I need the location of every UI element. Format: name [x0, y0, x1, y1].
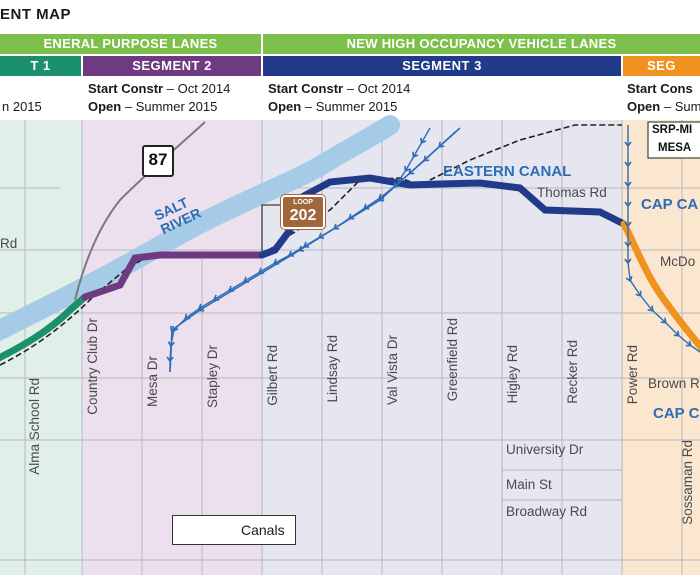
road-label-alma-school: Alma School Rd	[27, 378, 42, 475]
road-label-mcdowell: McDo	[660, 254, 696, 269]
road-label-broadway: Broadway Rd	[506, 504, 588, 519]
road-label-stapley: Stapley Dr	[205, 345, 220, 409]
segment-4-open-value: – Sum	[660, 99, 700, 114]
segment-2-open-label: Open	[88, 99, 122, 114]
cap-canal-label-top: CAP CA	[641, 196, 699, 213]
segment-1-route	[0, 293, 89, 362]
segment-3-start-label: Start Constr	[268, 81, 344, 96]
loop202-number: 202	[289, 207, 317, 224]
info-box-1	[0, 78, 82, 120]
segment-2-info: Start Constr – Oct 2014 Open – Summer 20…	[88, 80, 230, 116]
segment-3-header: SEGMENT 3	[263, 56, 621, 76]
segment-2-start-label: Start Constr	[88, 81, 164, 96]
road-label-sossaman: Sossaman Rd	[680, 440, 695, 525]
road-label-higley: Higley Rd	[505, 345, 520, 404]
road-label-university: University Dr	[506, 442, 584, 457]
segment-3-info: Start Constr – Oct 2014 Open – Summer 20…	[268, 80, 410, 116]
loop202-shield: LOOP 202	[280, 194, 326, 230]
road-label-thomas: Thomas Rd	[537, 185, 607, 200]
segment-1-info: n 2015	[2, 80, 42, 116]
segment-4-start-label: Start Cons	[627, 81, 693, 96]
segment-1-header: T 1	[0, 56, 81, 76]
info-box-3	[262, 78, 622, 120]
eastern-canal-branch	[397, 127, 431, 183]
segment-4-open-label: Open	[627, 99, 661, 114]
segment-3-start-value: – Oct 2014	[343, 81, 411, 96]
info-box-4	[622, 78, 700, 120]
road-label-brown: Brown R	[648, 376, 700, 391]
road-label-left-rd: Rd	[0, 236, 18, 251]
segment-3-open-value: – Summer 2015	[301, 99, 398, 114]
road-label-power: Power Rd	[625, 345, 640, 405]
eastern-canal-label: EASTERN CANAL	[443, 163, 572, 180]
cap-canal-label-bottom: CAP C	[653, 405, 700, 422]
legend-canals-label: Canals	[241, 522, 285, 538]
general-purpose-lanes-band: ENERAL PURPOSE LANES	[0, 34, 261, 54]
eastern-canal-arrows	[166, 131, 456, 372]
road-label-greenfield: Greenfield Rd	[445, 318, 460, 402]
segment-2-header: SEGMENT 2	[83, 56, 261, 76]
cap-canal	[624, 125, 700, 353]
segment-4-info: Start Cons Open – Sum	[627, 80, 700, 116]
hov-lanes-band: NEW HIGH OCCUPANCY VEHICLE LANES	[263, 34, 700, 54]
map-title: ENT MAP	[0, 6, 71, 23]
srp-label: SRP-MI	[650, 124, 695, 136]
segment-3-open-label: Open	[268, 99, 302, 114]
segment-2-start-value: – Oct 2014	[163, 81, 231, 96]
road-label-recker: Recker Rd	[565, 340, 580, 404]
info-box-2	[82, 78, 262, 120]
legend: Canals	[172, 515, 296, 545]
road-label-mesa: Mesa Dr	[145, 356, 160, 408]
segment-1-open: n 2015	[2, 99, 42, 114]
road-label-main: Main St	[506, 477, 552, 492]
road-label-gilbert: Gilbert Rd	[265, 345, 280, 406]
segment-2-open-value: – Summer 2015	[121, 99, 218, 114]
mesa-label: MESA	[658, 142, 692, 154]
road-label-country-club: Country Club Dr	[85, 318, 100, 415]
road-label-lindsay: Lindsay Rd	[325, 335, 340, 403]
loop202-text: LOOP	[293, 199, 313, 206]
sr87-number: 87	[148, 150, 168, 169]
segment-4-header: SEG	[623, 56, 700, 76]
road-label-val-vista: Val Vista Dr	[385, 335, 400, 406]
sr87-shield: 87	[142, 145, 174, 177]
